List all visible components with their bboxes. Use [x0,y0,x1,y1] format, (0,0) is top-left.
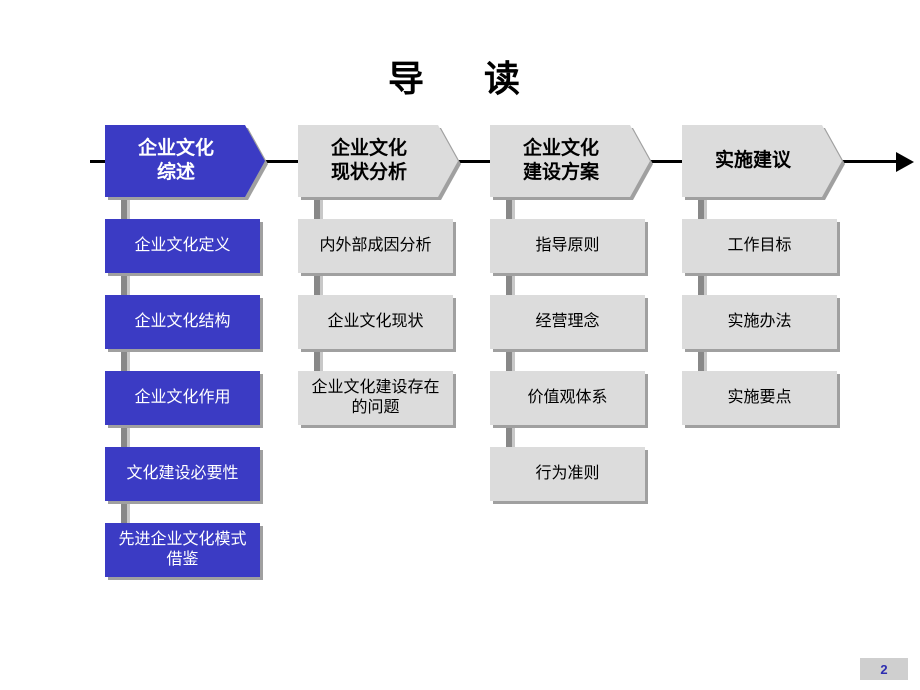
list-item-label: 行为准则 [490,447,645,501]
list-item: 经营理念 [490,295,645,349]
column-0: 企业文化综述企业文化定义企业文化结构企业文化作用文化建设必要性先进企业文化模式借… [105,125,265,577]
list-item: 企业文化结构 [105,295,260,349]
list-item-label: 企业文化现状 [298,295,453,349]
column-header-label: 企业文化建设方案 [490,125,630,197]
list-item-label: 实施要点 [682,371,837,425]
column-3: 实施建议工作目标实施办法实施要点 [682,125,842,425]
connector-icon [314,273,320,295]
connector-icon [121,197,127,219]
page-number: 2 [860,658,908,680]
column-header-arrow: 实施建议 [682,125,842,197]
list-item: 内外部成因分析 [298,219,453,273]
flow-arrow-head-icon [896,152,914,172]
column-1: 企业文化现状分析内外部成因分析企业文化现状企业文化建设存在的问题 [298,125,458,425]
list-item-label: 企业文化定义 [105,219,260,273]
column-header-label: 企业文化现状分析 [298,125,438,197]
list-item: 文化建设必要性 [105,447,260,501]
connector-icon [698,273,704,295]
list-item: 工作目标 [682,219,837,273]
list-item-label: 企业文化结构 [105,295,260,349]
list-item: 企业文化作用 [105,371,260,425]
column-header-arrow: 企业文化建设方案 [490,125,650,197]
list-item-label: 经营理念 [490,295,645,349]
list-item-label: 文化建设必要性 [105,447,260,501]
list-item-label: 企业文化建设存在的问题 [298,371,453,425]
connector-icon [314,197,320,219]
connector-icon [506,425,512,447]
list-item-label: 内外部成因分析 [298,219,453,273]
list-item-label: 实施办法 [682,295,837,349]
list-item: 价值观体系 [490,371,645,425]
connector-icon [698,197,704,219]
list-item-label: 价值观体系 [490,371,645,425]
connector-icon [121,349,127,371]
column-header-label: 实施建议 [682,125,822,197]
list-item: 行为准则 [490,447,645,501]
list-item: 实施办法 [682,295,837,349]
connector-icon [506,197,512,219]
list-item: 企业文化定义 [105,219,260,273]
connector-icon [506,273,512,295]
connector-icon [314,349,320,371]
list-item-label: 先进企业文化模式借鉴 [105,523,260,577]
connector-icon [121,501,127,523]
list-item: 指导原则 [490,219,645,273]
list-item: 企业文化建设存在的问题 [298,371,453,425]
column-header-label: 企业文化综述 [105,125,245,197]
list-item: 实施要点 [682,371,837,425]
list-item: 先进企业文化模式借鉴 [105,523,260,577]
connector-icon [506,349,512,371]
list-item-label: 企业文化作用 [105,371,260,425]
list-item: 企业文化现状 [298,295,453,349]
list-item-label: 指导原则 [490,219,645,273]
column-2: 企业文化建设方案指导原则经营理念价值观体系行为准则 [490,125,650,501]
column-header-arrow: 企业文化综述 [105,125,265,197]
list-item-label: 工作目标 [682,219,837,273]
connector-icon [698,349,704,371]
connector-icon [121,425,127,447]
connector-icon [121,273,127,295]
column-header-arrow: 企业文化现状分析 [298,125,458,197]
page-title: 导 读 [0,50,920,102]
